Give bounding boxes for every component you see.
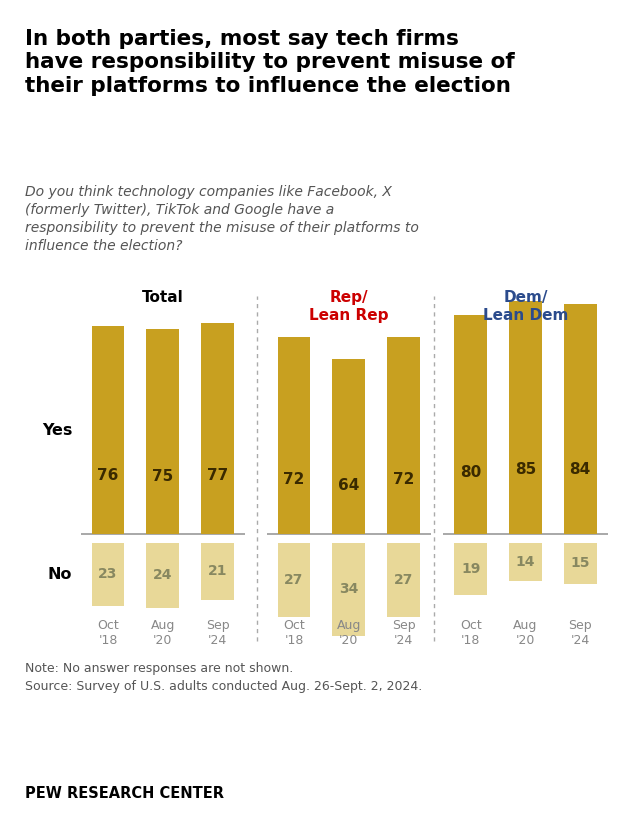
- Bar: [146, 543, 179, 608]
- Text: 75: 75: [152, 469, 174, 484]
- Text: 34: 34: [339, 582, 358, 596]
- Text: Rep/
Lean Rep: Rep/ Lean Rep: [309, 290, 389, 323]
- Text: 21: 21: [208, 564, 228, 579]
- Text: Dem/
Lean Dem: Dem/ Lean Dem: [483, 290, 568, 323]
- Bar: [454, 543, 487, 594]
- Text: Aug
'20: Aug '20: [151, 619, 175, 647]
- Text: Sep
'24: Sep '24: [569, 619, 592, 647]
- Text: 19: 19: [461, 561, 480, 575]
- Bar: [332, 543, 365, 635]
- Text: In both parties, most say tech firms
have responsibility to prevent misuse of
th: In both parties, most say tech firms hav…: [25, 29, 515, 96]
- Text: 15: 15: [570, 556, 590, 570]
- Bar: [387, 543, 420, 616]
- Bar: [146, 329, 179, 534]
- Bar: [509, 302, 542, 534]
- Bar: [201, 543, 234, 600]
- Text: 27: 27: [394, 572, 413, 587]
- Text: Do you think technology companies like Facebook, X
(formerly Twitter), TikTok an: Do you think technology companies like F…: [25, 185, 418, 253]
- Text: 23: 23: [99, 567, 118, 581]
- Bar: [92, 543, 125, 606]
- Bar: [201, 323, 234, 534]
- Bar: [92, 326, 125, 534]
- Text: 14: 14: [516, 555, 535, 569]
- Text: 64: 64: [338, 478, 360, 492]
- Text: 84: 84: [570, 462, 591, 478]
- Text: 77: 77: [207, 468, 228, 483]
- Text: 85: 85: [515, 462, 536, 477]
- Text: 72: 72: [283, 472, 304, 487]
- Text: Sep
'24: Sep '24: [392, 619, 415, 647]
- Bar: [278, 337, 311, 534]
- Bar: [332, 359, 365, 534]
- Text: Oct
'18: Oct '18: [283, 619, 305, 647]
- Text: Total: Total: [142, 290, 184, 306]
- Text: PEW RESEARCH CENTER: PEW RESEARCH CENTER: [25, 787, 224, 801]
- Text: Oct
'18: Oct '18: [460, 619, 482, 647]
- Text: Aug
'20: Aug '20: [337, 619, 361, 647]
- Text: 24: 24: [153, 568, 172, 583]
- Text: 80: 80: [460, 465, 481, 480]
- Text: Note: No answer responses are not shown.
Source: Survey of U.S. adults conducted: Note: No answer responses are not shown.…: [25, 662, 422, 693]
- Bar: [278, 543, 311, 616]
- Bar: [454, 315, 487, 534]
- Bar: [509, 543, 542, 581]
- Text: 76: 76: [97, 469, 118, 483]
- Text: Yes: Yes: [42, 423, 73, 437]
- Text: Sep
'24: Sep '24: [206, 619, 229, 647]
- Text: 27: 27: [285, 572, 304, 587]
- Text: Oct
'18: Oct '18: [97, 619, 119, 647]
- Bar: [564, 304, 596, 534]
- Text: Aug
'20: Aug '20: [513, 619, 538, 647]
- Bar: [387, 337, 420, 534]
- Text: 72: 72: [393, 472, 414, 487]
- Text: No: No: [48, 566, 73, 581]
- Bar: [564, 543, 596, 584]
